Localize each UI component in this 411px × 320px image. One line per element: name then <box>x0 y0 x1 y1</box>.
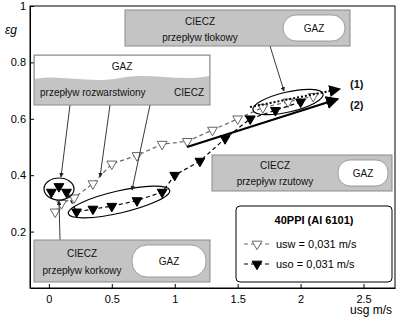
series-line <box>55 96 313 212</box>
pointer <box>59 201 60 240</box>
pointer <box>61 105 70 177</box>
y-tick-mark <box>30 175 34 176</box>
gas-bubble <box>283 15 345 41</box>
x-tick-mark <box>49 284 50 288</box>
x-tick: 1 <box>172 284 178 305</box>
annotation: (1) <box>350 78 364 90</box>
data-point <box>132 198 142 207</box>
x-tick-mark <box>112 284 113 288</box>
legend-label: usw = 0,031 m/s <box>276 238 357 250</box>
plot-frame <box>30 6 395 288</box>
annotation: (2) <box>350 99 364 111</box>
data-point <box>107 161 117 170</box>
x-tick-mark <box>301 284 302 288</box>
legend: 40PPI (Al 6101) usw = 0,031 m/s uso = 0,03… <box>236 206 392 282</box>
inset-box <box>212 155 392 191</box>
x-tick-mark <box>238 284 239 288</box>
legend-box <box>236 206 392 282</box>
annotation: CIECZ <box>185 16 215 27</box>
y-tick-mark <box>30 232 34 233</box>
x-tick: 2 <box>298 284 304 305</box>
x-axis-title: usg m/s <box>350 303 392 317</box>
data-point <box>170 172 180 181</box>
pointer <box>100 105 110 177</box>
ellipse <box>44 178 74 200</box>
x-tick: 0.5 <box>105 284 120 305</box>
y-tick-label: 0.4 <box>11 169 26 181</box>
data-point <box>157 141 167 150</box>
data-point <box>296 99 306 108</box>
gas-bubble <box>338 160 388 186</box>
data-point <box>208 127 218 136</box>
annotation: przepływ tłokowy <box>162 32 238 43</box>
data-point <box>195 158 205 167</box>
insets <box>34 10 392 282</box>
annotation: GAZ <box>353 168 374 179</box>
trend-arrow <box>187 99 338 147</box>
y-tick: 1 <box>20 0 34 12</box>
annotation: GAZ <box>112 61 133 72</box>
y-tick-mark <box>30 62 34 63</box>
legend-marker <box>252 261 262 270</box>
legend-label: uso = 0,031 m/s <box>276 258 355 270</box>
x-tick-label: 0 <box>46 293 52 305</box>
x-tick-label: 1 <box>172 293 178 305</box>
data-point <box>132 153 142 162</box>
y-tick: 0.6 <box>11 113 34 125</box>
x-axis: 0 0.5 1 1.5 2 2.5 <box>31 284 396 305</box>
x-tick-mark <box>175 284 176 288</box>
annotation: CIECZ <box>260 160 290 171</box>
y-tick-mark <box>30 6 34 7</box>
annotation: GAZ <box>304 23 325 34</box>
y-tick-mark <box>30 119 34 120</box>
x-tick-label: 1.5 <box>231 293 246 305</box>
annotation: GAZ <box>159 256 180 267</box>
gas-bubble <box>132 245 206 277</box>
gas-layer <box>35 56 209 80</box>
y-tick-label: 0.6 <box>11 113 26 125</box>
trend-arrow <box>250 89 340 107</box>
data-point <box>107 203 117 212</box>
inset-box <box>34 240 210 282</box>
data-point <box>283 99 293 108</box>
data-point <box>233 116 243 125</box>
x-tick-label: 0.5 <box>105 293 120 305</box>
pointer <box>270 46 284 91</box>
y-axis: 0.2 0.4 0.6 0.8 1 <box>11 0 34 288</box>
x-axis-line <box>31 288 396 289</box>
y-tick: 0.4 <box>11 169 34 181</box>
data-point <box>57 201 67 210</box>
y-tick-label: 0.2 <box>11 226 26 238</box>
annotation: przepływ korkowy <box>43 265 122 276</box>
data-point <box>88 181 98 190</box>
pointer <box>132 105 150 190</box>
annotation: przepływ rzutowy <box>237 176 314 187</box>
data-point <box>50 209 60 218</box>
data-point <box>88 206 98 215</box>
y-tick: 0.2 <box>11 226 34 238</box>
data-point <box>245 116 255 125</box>
y-tick-label: 0.8 <box>11 56 26 68</box>
annotation: CIECZ <box>67 248 97 259</box>
y-tick: 0.8 <box>11 56 34 68</box>
y-axis-title: εg <box>5 23 17 37</box>
ellipse <box>66 180 172 225</box>
x-tick-mark <box>364 284 365 288</box>
legend-title: 40PPI (Al 6101) <box>275 214 354 226</box>
y-tick-label: 1 <box>20 0 26 12</box>
x-tick-label: 2 <box>298 293 304 305</box>
inset-box <box>34 55 210 105</box>
chart: 00.511.522.50.20.40.60.81εgusg m/sCIECZp… <box>0 0 411 320</box>
x-tick: 2.5 <box>356 284 371 305</box>
x-tick: 0 <box>46 284 52 305</box>
x-tick: 1.5 <box>231 284 246 305</box>
y-axis-line <box>30 7 31 289</box>
data-point <box>72 209 82 218</box>
annotation: przepływ rozwarstwiony <box>40 87 146 98</box>
annotation: CIECZ <box>174 87 204 98</box>
inset-box <box>125 10 350 46</box>
legend-marker <box>252 241 262 250</box>
